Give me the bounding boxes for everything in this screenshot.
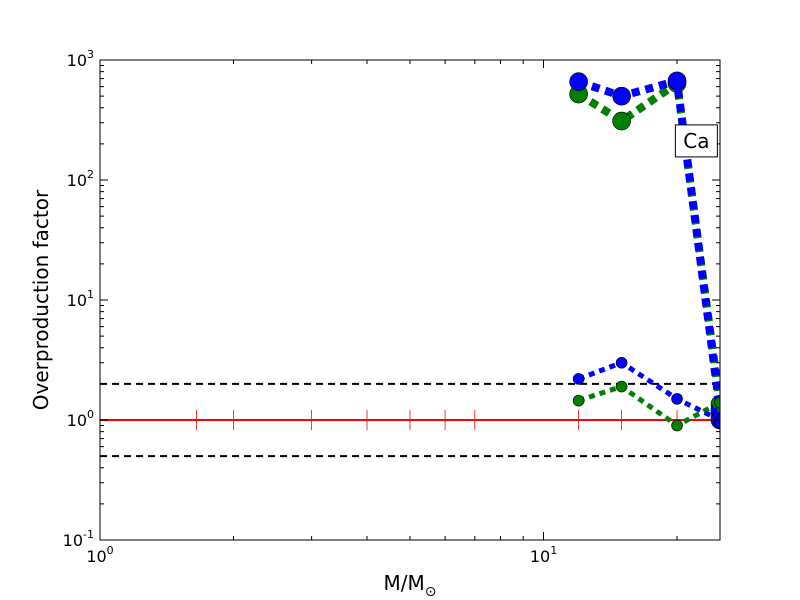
- x-tick-label-0: 100: [86, 544, 113, 566]
- series-1-point-1: [612, 86, 631, 106]
- x-tick-label-exponent: 1: [550, 544, 557, 557]
- x-tick-label-1: 101: [530, 544, 557, 566]
- x-tick-label-exponent: 0: [107, 544, 114, 557]
- series-2-point-0: [572, 394, 585, 407]
- y-tick-label-3: 102: [67, 168, 94, 190]
- y-tick-label-base: 10: [63, 531, 83, 550]
- annotation-box: Ca: [674, 124, 718, 158]
- y-tick-label-2: 101: [67, 288, 94, 310]
- y-tick-label-1: 100: [67, 408, 94, 430]
- y-tick-label-4: 103: [67, 48, 94, 70]
- series-3-point-0: [572, 373, 585, 385]
- x-axis-label-sub: ⊙: [425, 584, 437, 600]
- x-tick-label-base: 10: [530, 547, 550, 566]
- annotation-label: Ca: [683, 129, 709, 153]
- x-axis-label-main: M/M: [384, 571, 425, 595]
- series-3-point-2: [671, 393, 683, 405]
- y-tick-label-base: 10: [67, 171, 87, 190]
- series-2-point-2: [671, 419, 683, 432]
- x-axis-label: M/M⊙: [384, 571, 437, 600]
- x-tick-label-base: 10: [86, 547, 106, 566]
- y-tick-label-exponent: 1: [87, 288, 94, 301]
- y-tick-label-base: 10: [67, 51, 87, 70]
- y-tick-label-exponent: 3: [87, 48, 94, 61]
- y-tick-label-exponent: 2: [87, 168, 94, 181]
- y-tick-label-exponent: 0: [87, 408, 94, 421]
- y-tick-label-exponent: -1: [83, 528, 94, 541]
- series-2-point-3: [714, 396, 720, 409]
- y-tick-label-0: 10-1: [63, 528, 94, 550]
- series-2-point-1: [615, 380, 628, 393]
- series-0-point-1: [612, 111, 631, 131]
- series-1-point-0: [569, 72, 588, 91]
- series-1-point-2: [667, 71, 687, 91]
- y-tick-label-base: 10: [67, 411, 87, 430]
- y-axis-label: Overproduction factor: [29, 189, 53, 410]
- series-3-point-1: [615, 356, 628, 369]
- plot-background: [100, 60, 720, 540]
- plot-content: [100, 71, 720, 458]
- annotation-frame: [674, 124, 718, 158]
- y-tick-label-base: 10: [67, 291, 87, 310]
